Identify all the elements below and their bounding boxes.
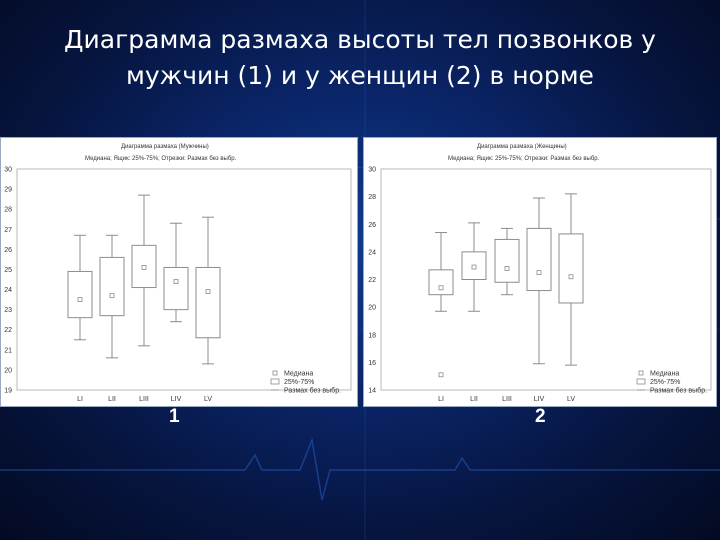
y-tick-label: 22	[4, 327, 12, 334]
boxplot-chart-men: Диаграмма размаха (Мужчины) Медиана; Ящи…	[4, 144, 352, 403]
y-tick-label: 14	[368, 388, 376, 395]
slide-title: Диаграмма размаха высоты тел позвонков у…	[40, 22, 680, 94]
slide-title-line-1: Диаграмма размаха высоты тел позвонков у	[64, 25, 656, 54]
legend-box-symbol	[270, 378, 280, 385]
x-tick-label: LIII	[502, 396, 512, 403]
iqr-box	[494, 238, 520, 283]
y-tick-label: 18	[368, 332, 376, 339]
median-marker	[109, 293, 115, 298]
median-marker	[504, 266, 510, 271]
legend-label: Размах без выбр.	[284, 387, 341, 395]
iqr-box	[526, 227, 552, 292]
chart-subtitle: Медиана; Ящик: 25%-75%; Отрезки: Размах …	[448, 156, 600, 162]
legend-median-symbol	[638, 370, 644, 376]
x-tick-label: LV	[204, 396, 212, 403]
iqr-box	[558, 233, 584, 304]
y-tick-label: 26	[368, 222, 376, 229]
legend-label: Размах без выбр.	[650, 387, 707, 395]
plot-frame	[380, 168, 712, 391]
iqr-box	[428, 269, 454, 296]
y-tick-label: 22	[368, 277, 376, 284]
ecg-line	[0, 437, 720, 501]
chart-panel-men: Диаграмма размаха (Мужчины) Медиана; Ящи…	[0, 137, 358, 407]
y-tick-label: 24	[368, 249, 376, 256]
y-tick-label: 19	[4, 388, 12, 395]
chart-panel-women: Диаграмма размаха (Женщины) Медиана; Ящи…	[363, 137, 717, 407]
slide-title-line-2: мужчин (1) и у женщин (2) в норме	[126, 61, 594, 90]
legend-median-symbol	[272, 370, 278, 376]
iqr-box	[461, 251, 487, 280]
median-marker	[141, 265, 147, 270]
plot-frame	[16, 168, 352, 391]
chart-title: Диаграмма размаха (Мужчины)	[121, 144, 209, 150]
y-tick-label: 25	[4, 267, 12, 274]
legend-box-symbol	[636, 378, 646, 385]
iqr-box	[163, 266, 189, 311]
median-marker	[438, 285, 444, 291]
outlier-marker	[438, 372, 444, 378]
chart-title: Диаграмма размаха (Женщины)	[477, 144, 567, 150]
y-tick-label: 21	[4, 347, 12, 354]
y-tick-label: 27	[4, 227, 12, 234]
y-tick-label: 28	[368, 194, 376, 201]
legend-label: 25%-75%	[650, 379, 680, 386]
x-tick-label: LII	[108, 396, 116, 403]
y-tick-label: 26	[4, 247, 12, 254]
y-tick-label: 20	[368, 305, 376, 312]
y-tick-label: 29	[4, 187, 12, 194]
chart-number-2: 2	[535, 406, 546, 427]
median-marker	[536, 270, 542, 275]
legend-label: 25%-75%	[284, 379, 314, 386]
y-tick-label: 28	[4, 207, 12, 214]
chart-number-1: 1	[169, 406, 180, 427]
x-tick-label: LI	[77, 396, 83, 403]
boxplot-chart-women: Диаграмма размаха (Женщины) Медиана; Ящи…	[368, 144, 712, 403]
x-tick-label: LII	[470, 396, 478, 403]
y-tick-label: 16	[368, 360, 376, 367]
median-marker	[205, 289, 211, 294]
median-marker	[77, 297, 83, 302]
iqr-box	[195, 266, 221, 339]
y-tick-label: 23	[4, 307, 12, 314]
median-marker	[568, 274, 574, 280]
y-tick-label: 20	[4, 367, 12, 374]
y-tick-label: 30	[368, 167, 376, 174]
legend-label: Медиана	[650, 371, 679, 378]
chart-subtitle: Медиана; Ящик: 25%-75%; Отрезки: Размах …	[85, 156, 237, 162]
x-tick-label: LIII	[139, 396, 149, 403]
y-tick-label: 24	[4, 287, 12, 294]
y-tick-label: 30	[4, 167, 12, 174]
x-tick-label: LV	[567, 396, 575, 403]
iqr-box	[67, 270, 93, 319]
median-marker	[471, 264, 477, 270]
x-tick-label: LI	[438, 396, 444, 403]
median-marker	[173, 279, 179, 284]
x-tick-label: LIV	[171, 396, 182, 403]
x-tick-label: LIV	[534, 396, 545, 403]
iqr-box	[99, 256, 125, 317]
legend-label: Медиана	[284, 371, 313, 378]
